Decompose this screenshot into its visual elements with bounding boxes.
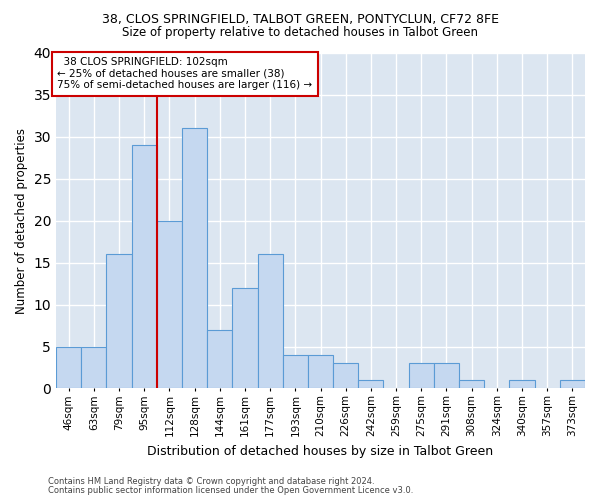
Y-axis label: Number of detached properties: Number of detached properties <box>15 128 28 314</box>
Text: 38 CLOS SPRINGFIELD: 102sqm
← 25% of detached houses are smaller (38)
75% of sem: 38 CLOS SPRINGFIELD: 102sqm ← 25% of det… <box>58 57 313 90</box>
Bar <box>106 254 131 388</box>
Bar <box>434 364 459 388</box>
Bar <box>157 220 182 388</box>
Bar <box>283 355 308 388</box>
Bar <box>182 128 207 388</box>
Text: Size of property relative to detached houses in Talbot Green: Size of property relative to detached ho… <box>122 26 478 39</box>
Bar <box>358 380 383 388</box>
Bar <box>409 364 434 388</box>
Bar <box>81 346 106 389</box>
Bar <box>308 355 333 388</box>
Text: Contains public sector information licensed under the Open Government Licence v3: Contains public sector information licen… <box>48 486 413 495</box>
Bar <box>257 254 283 388</box>
Bar <box>459 380 484 388</box>
Bar <box>207 330 232 388</box>
X-axis label: Distribution of detached houses by size in Talbot Green: Distribution of detached houses by size … <box>148 444 494 458</box>
Bar <box>509 380 535 388</box>
Bar <box>333 364 358 388</box>
Bar <box>131 146 157 388</box>
Text: Contains HM Land Registry data © Crown copyright and database right 2024.: Contains HM Land Registry data © Crown c… <box>48 477 374 486</box>
Bar <box>232 288 257 388</box>
Bar <box>560 380 585 388</box>
Bar <box>56 346 81 389</box>
Text: 38, CLOS SPRINGFIELD, TALBOT GREEN, PONTYCLUN, CF72 8FE: 38, CLOS SPRINGFIELD, TALBOT GREEN, PONT… <box>101 12 499 26</box>
